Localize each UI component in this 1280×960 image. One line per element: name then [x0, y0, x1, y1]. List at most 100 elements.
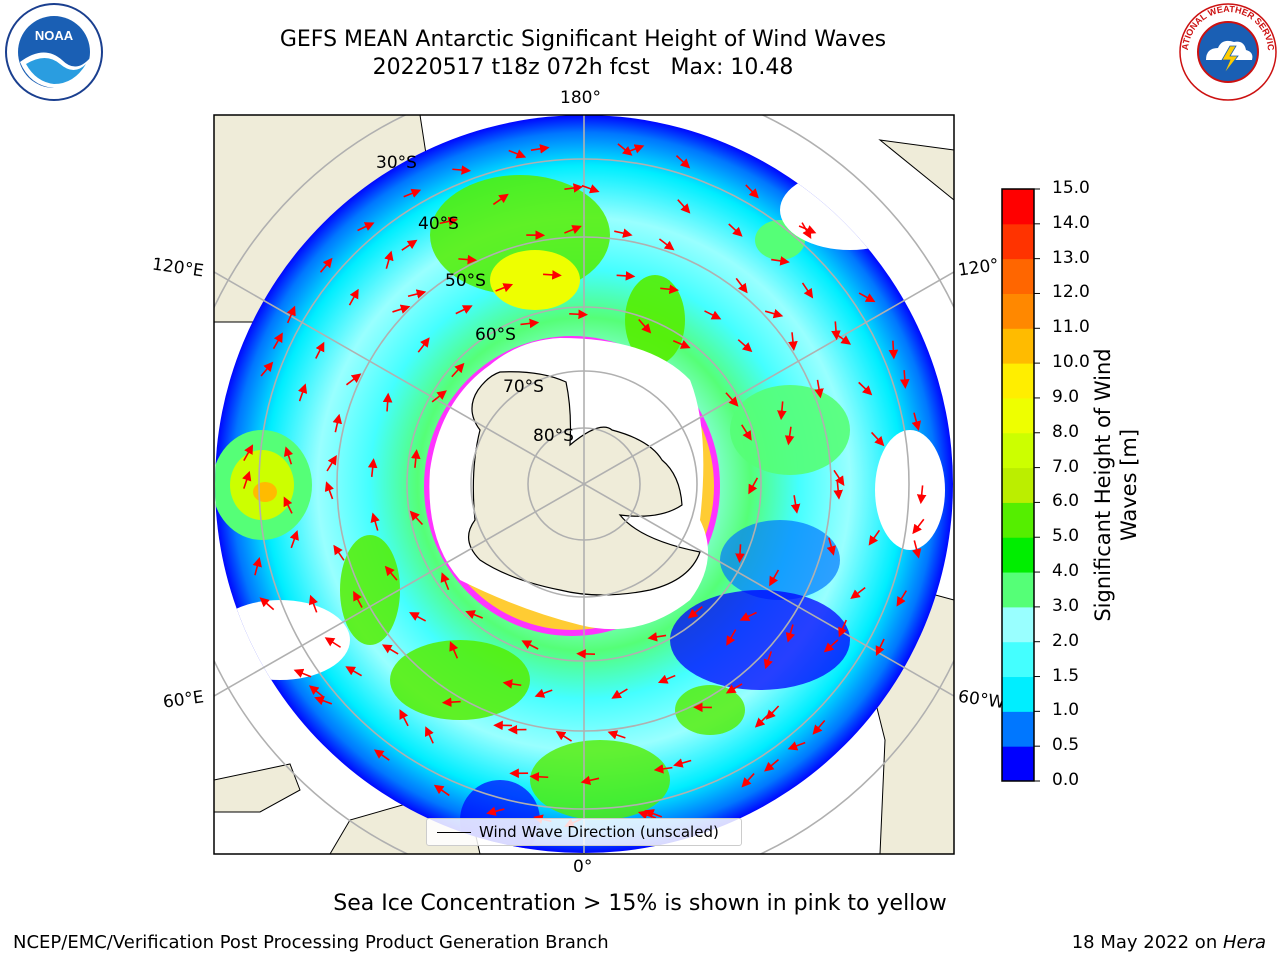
wave-direction-arrow	[581, 184, 600, 194]
colorbar-tick-label: 14.0	[1052, 212, 1090, 233]
sea-ice-caption: Sea Ice Concentration > 15% is shown in …	[333, 891, 947, 916]
wave-direction-arrow	[455, 305, 473, 315]
wave-direction-arrow	[382, 392, 393, 412]
wave-direction-arrow	[798, 225, 817, 234]
wave-direction-arrow	[754, 714, 770, 728]
colorbar-segment	[1002, 641, 1034, 678]
wave-direction-arrow	[495, 283, 514, 293]
wave-direction-arrow	[764, 759, 780, 772]
map-frame	[213, 114, 955, 855]
wave-direction-arrow	[326, 454, 337, 472]
wave-direction-arrow	[675, 155, 691, 169]
wave-direction-arrow	[407, 289, 427, 299]
wave-direction-arrow	[458, 254, 478, 265]
colorbar-tick-label: 9.0	[1052, 386, 1080, 407]
lat-label-30s: 30°S	[376, 153, 417, 173]
colorbar-segment	[1002, 432, 1034, 469]
wave-direction-arrow	[324, 637, 341, 648]
wave-direction-arrow	[440, 572, 450, 591]
lon-label-180: 180°	[560, 88, 601, 108]
wave-direction-arrow	[564, 183, 584, 193]
wave-direction-arrow	[687, 605, 703, 619]
wave-direction-arrow	[564, 225, 582, 234]
wave-direction-arrow	[403, 188, 422, 198]
wave-direction-arrow	[465, 610, 483, 620]
wave-direction-arrow	[725, 392, 739, 407]
wave-direction-arrow	[838, 619, 848, 638]
lat-label-60s: 60°S	[475, 325, 516, 345]
wave-direction-arrow	[916, 485, 927, 505]
wave-direction-arrow	[616, 271, 636, 281]
wave-direction-arrow	[739, 611, 757, 621]
wave-direction-arrow	[896, 590, 908, 607]
noaa-logo: NOAA	[5, 3, 103, 101]
wave-direction-arrow	[658, 238, 675, 251]
wave-direction-arrow	[823, 639, 839, 653]
wave-direction-arrow	[726, 629, 737, 646]
wave-direction-arrow	[787, 741, 806, 751]
colorbar-segment	[1002, 537, 1034, 573]
wave-direction-arrow	[870, 431, 885, 447]
chart-subtitle: 20220517 t18z 072h fcst Max: 10.48	[372, 55, 794, 80]
wave-direction-arrow	[433, 784, 450, 797]
wave-direction-arrow	[555, 731, 572, 742]
wave-direction-arrow	[543, 270, 562, 280]
wave-direction-arrow	[520, 318, 540, 329]
colorbar-segment	[1002, 711, 1034, 747]
wave-direction-arrow	[530, 144, 550, 154]
wave-direction-arrow	[771, 256, 790, 266]
wave-direction-arrow	[912, 518, 925, 535]
wave-direction-arrow	[638, 318, 652, 334]
wave-direction-arrow	[741, 773, 755, 788]
wave-direction-arrow	[660, 284, 679, 295]
wave-direction-arrow	[508, 149, 527, 159]
lat-label-70s: 70°S	[503, 377, 544, 397]
colorbar-tick-label: 6.0	[1052, 491, 1080, 512]
wave-direction-arrow	[850, 587, 866, 600]
wave-direction-arrow	[858, 292, 876, 303]
wave-direction-arrow	[431, 390, 447, 403]
colorbar-segment	[1002, 293, 1034, 329]
wave-direction-arrow	[283, 446, 294, 465]
wave-direction-arrow	[735, 277, 748, 294]
wave-direction-arrow	[763, 651, 773, 670]
wave-direction-arrow	[399, 709, 409, 727]
colorbar-segment	[1002, 502, 1034, 538]
wave-direction-arrow	[381, 644, 399, 655]
wave-direction-arrow	[777, 401, 787, 421]
wave-direction-arrow	[283, 496, 293, 514]
wave-direction-arrow	[529, 771, 549, 782]
wave-direction-arrow	[569, 309, 589, 320]
colorbar-tick-label: 11.0	[1052, 317, 1090, 338]
wave-direction-arrow	[831, 321, 841, 341]
wave-direction-arrow	[735, 544, 745, 564]
wave-direction-arrow	[704, 310, 722, 320]
wave-direction-arrow	[801, 282, 814, 299]
wave-direction-arrow	[657, 674, 676, 684]
nws-logo: NATIONAL WEATHER SERVICE	[1178, 2, 1277, 101]
wave-direction-arrow	[332, 413, 343, 433]
wave-direction-arrow	[764, 309, 784, 319]
colorbar-tick-label: 1.5	[1052, 665, 1080, 686]
colorbar-segment	[1002, 363, 1034, 399]
wave-direction-arrow	[314, 696, 333, 706]
wave-direction-arrow	[384, 565, 398, 581]
wave-direction-arrow	[814, 379, 824, 399]
wave-direction-arrow	[888, 340, 899, 360]
wave-direction-arrow	[492, 193, 509, 206]
wave-direction-arrow	[614, 228, 633, 238]
wave-direction-arrow	[367, 458, 378, 477]
colorbar-tick-label: 13.0	[1052, 247, 1090, 268]
colorbar-segment	[1002, 189, 1034, 225]
wave-direction-arrow	[833, 469, 845, 486]
colorbar-tick-label: 12.0	[1052, 282, 1090, 303]
legend-label: Wind Wave Direction (unscaled)	[479, 823, 719, 841]
wave-direction-arrow	[319, 257, 333, 273]
wave-direction-arrow	[441, 697, 461, 707]
colorbar-segment	[1002, 676, 1034, 712]
wind-wave-arrows	[242, 143, 927, 828]
wave-direction-arrow	[424, 726, 434, 744]
wave-direction-arrow	[521, 640, 539, 650]
wave-direction-arrow	[286, 305, 296, 324]
